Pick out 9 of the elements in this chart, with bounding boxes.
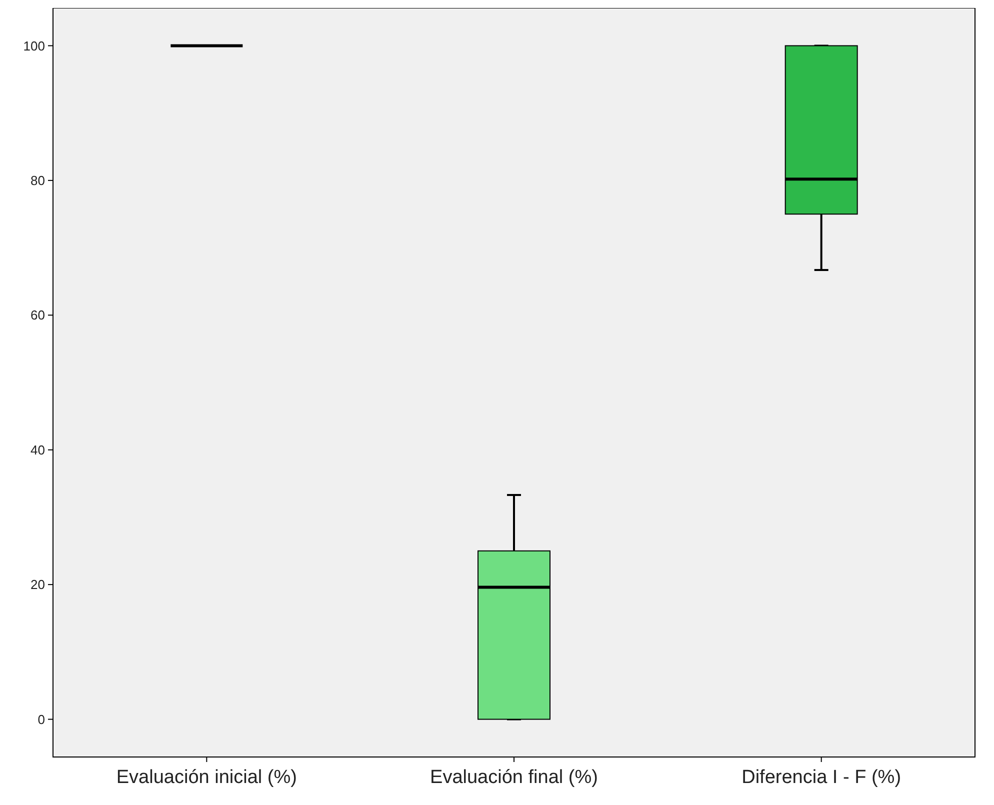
y-tick-label: 0 (38, 712, 45, 727)
y-tick-label: 100 (23, 38, 45, 54)
y-tick-label: 60 (30, 308, 45, 323)
y-tick-label: 20 (30, 577, 45, 592)
y-tick-label: 40 (30, 442, 45, 458)
x-tick-label: Evaluación final (%) (430, 767, 598, 788)
x-tick-label: Evaluación inicial (%) (116, 767, 297, 788)
y-tick-label: 80 (30, 172, 45, 188)
x-tick-label: Diferencia I - F (%) (742, 767, 902, 788)
